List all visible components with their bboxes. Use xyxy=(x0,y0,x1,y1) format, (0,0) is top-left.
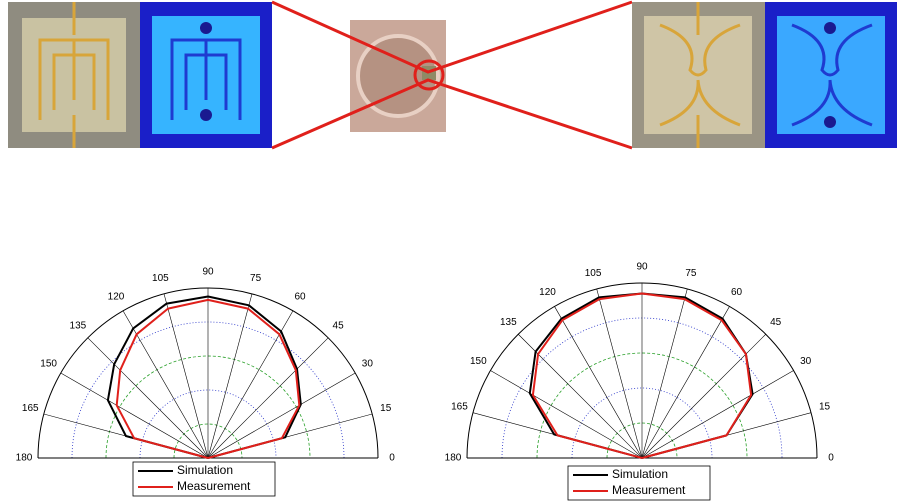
photo-dot xyxy=(200,22,212,34)
photo-dot xyxy=(200,109,212,121)
spoke xyxy=(555,306,643,458)
angle-label: 135 xyxy=(70,321,87,332)
spoke xyxy=(642,289,687,458)
angle-label: 30 xyxy=(362,359,374,370)
angle-label: 180 xyxy=(445,453,462,464)
spoke xyxy=(208,294,252,458)
photo-dot xyxy=(824,116,836,128)
angle-label: 45 xyxy=(770,317,782,328)
angle-label: 150 xyxy=(40,359,57,370)
angle-label: 75 xyxy=(685,268,697,279)
angle-label: 30 xyxy=(800,356,812,367)
figure: 0153045607590105120135150165180Simulatio… xyxy=(0,0,899,502)
spoke xyxy=(208,311,293,458)
angle-label: 60 xyxy=(731,287,743,298)
polar-chart: 0 15 30 45 60 75 90 105 120 135 150 165 180 Simulatio… xyxy=(16,267,396,496)
spoke xyxy=(123,311,208,458)
spoke xyxy=(208,338,328,458)
polar-chart: 0 15 30 45 60 75 90 105 120 135 150 165 180 Simulatio… xyxy=(445,262,835,500)
series-line xyxy=(108,297,301,459)
angle-label: 15 xyxy=(819,402,831,413)
angle-label: 105 xyxy=(152,273,169,284)
spoke xyxy=(642,334,766,458)
spoke xyxy=(642,306,730,458)
angle-label: 150 xyxy=(470,356,487,367)
angle-label: 15 xyxy=(380,403,392,414)
angle-label: 165 xyxy=(22,403,39,414)
angle-label: 90 xyxy=(202,267,214,278)
angle-label: 105 xyxy=(585,268,602,279)
photos xyxy=(8,2,897,148)
angle-label: 0 xyxy=(389,453,395,464)
angle-label: 120 xyxy=(539,287,556,298)
legend-label: Measurement xyxy=(177,479,251,493)
spoke xyxy=(88,338,208,458)
spoke xyxy=(164,294,208,458)
angle-label: 75 xyxy=(250,273,262,284)
photo-dot xyxy=(824,22,836,34)
angle-label: 120 xyxy=(108,291,125,302)
spoke xyxy=(597,289,642,458)
legend-label: Simulation xyxy=(177,463,233,477)
spoke xyxy=(490,371,642,459)
angle-label: 60 xyxy=(294,291,306,302)
spoke xyxy=(61,373,208,458)
angle-label: 135 xyxy=(500,317,517,328)
spoke xyxy=(642,371,794,459)
angle-label: 90 xyxy=(636,262,648,273)
legend-label: Measurement xyxy=(612,483,686,497)
angle-label: 165 xyxy=(451,402,468,413)
spoke xyxy=(208,373,355,458)
angle-label: 45 xyxy=(333,321,345,332)
angle-label: 0 xyxy=(828,453,834,464)
zoom-line xyxy=(272,2,632,148)
legend-label: Simulation xyxy=(612,467,668,481)
spoke xyxy=(518,334,642,458)
angle-label: 180 xyxy=(16,453,33,464)
